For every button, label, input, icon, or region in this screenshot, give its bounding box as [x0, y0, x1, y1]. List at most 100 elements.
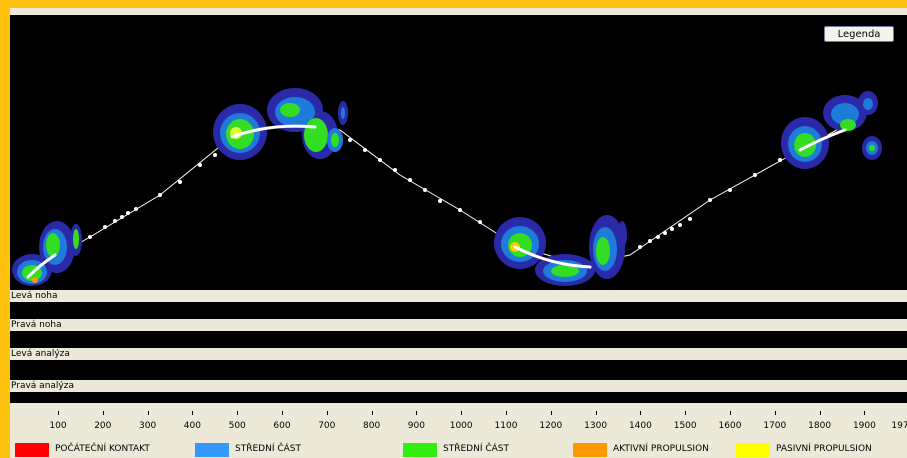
trajectory-dot: [198, 163, 202, 167]
trajectory-dot: [708, 198, 712, 202]
tick-label: 1000: [449, 421, 473, 431]
trajectory-line: [31, 119, 856, 271]
tick-label: 1200: [539, 421, 563, 431]
trajectory-dot: [670, 227, 674, 231]
legend-label: PASIVNÍ PROPULSION: [776, 444, 872, 454]
row-right-foot-track: [10, 331, 907, 348]
tick-label: 400: [183, 421, 201, 431]
tick-mark: [282, 411, 283, 415]
tick-mark: [416, 411, 418, 415]
trajectory-dot: [393, 168, 397, 172]
tick-label: 1100: [494, 421, 518, 431]
trajectory-dot: [753, 173, 757, 177]
legend-swatch: [573, 443, 607, 457]
tick-label: 700: [318, 421, 336, 431]
footprint-1: [12, 221, 82, 286]
trajectory-dot: [423, 188, 427, 192]
trajectory-dot: [120, 215, 124, 219]
tick-mark: [461, 411, 463, 415]
trajectory-dot: [88, 235, 92, 239]
row-left-analysis: Levá analýza: [10, 348, 907, 360]
trajectory-dot: [408, 178, 412, 182]
tick-mark: [819, 411, 821, 415]
tick-mark: [506, 411, 507, 415]
trajectory-dot: [728, 188, 732, 192]
trajectory-dot: [778, 158, 782, 162]
trajectory-dot: [438, 199, 442, 203]
tick-mark: [550, 411, 552, 415]
tick-label: 900: [407, 421, 425, 431]
tick-label: 1300: [584, 421, 608, 431]
tick-mark: [685, 411, 687, 415]
trajectory-dot: [656, 235, 660, 239]
tick-label: 1800: [808, 421, 832, 431]
trajectory-dot: [348, 138, 352, 142]
tick-mark: [774, 411, 776, 415]
trajectory-dot: [688, 217, 692, 221]
legend-swatch: [195, 443, 229, 457]
row-right-foot: Pravá noha: [10, 319, 907, 331]
trajectory-dot: [134, 207, 138, 211]
app-window: Legenda Levá noha Pravá noha Levá analýz…: [10, 8, 907, 458]
legend-swatch: [736, 443, 770, 457]
legend-label: POČÁTEČNÍ KONTAKT: [55, 444, 150, 454]
tick-mark: [237, 411, 239, 415]
tick-mark: [595, 411, 597, 415]
tick-label: 500: [228, 421, 246, 431]
time-axis: 100 200 300 400 500 600 700 800 900 1000 1100 1200 1…: [10, 411, 907, 433]
tick-mark: [192, 411, 194, 415]
tick-label: 1900: [852, 421, 876, 431]
trajectory-dot: [478, 220, 482, 224]
center-of-pressure-paths: [26, 124, 847, 279]
legend-swatch: [403, 443, 437, 457]
tick-mark: [326, 411, 328, 415]
legend-button[interactable]: Legenda: [824, 26, 894, 42]
trajectory-dot: [113, 219, 117, 223]
gait-trajectory: [31, 119, 856, 271]
trajectory-dot: [158, 193, 162, 197]
tick-mark: [58, 411, 59, 415]
trajectory-dot: [648, 239, 652, 243]
phase-legend: POČÁTEČNÍ KONTAKT STŘEDNÍ ČÁST STŘEDNÍ ČÁS…: [10, 441, 907, 458]
trajectory-dot: [178, 180, 182, 184]
row-right-analysis-track: [10, 392, 907, 403]
legend-label: STŘEDNÍ ČÁST: [235, 444, 301, 454]
footprint-2: [213, 88, 348, 160]
tick-mark: [102, 411, 104, 415]
tick-mark: [147, 411, 149, 415]
trajectory-dot: [126, 211, 130, 215]
row-left-foot-track: [10, 302, 907, 319]
trajectory-dot: [378, 158, 382, 162]
tick-mark: [371, 411, 373, 415]
trajectory-dot: [458, 208, 462, 212]
tick-label: 1400: [628, 421, 652, 431]
row-left-foot: Levá noha: [10, 290, 907, 302]
tick-label: 197: [891, 421, 907, 431]
tick-mark: [730, 411, 731, 415]
trajectory-dot: [213, 153, 217, 157]
tick-label: 1600: [718, 421, 742, 431]
row-left-analysis-track: [10, 360, 907, 380]
trajectory-dot: [678, 223, 682, 227]
trajectory-dots: [88, 138, 782, 249]
footprint-4: [781, 91, 882, 169]
tick-label: 600: [273, 421, 291, 431]
footprint-3: [494, 215, 627, 286]
tick-mark: [864, 411, 866, 415]
trajectory-dot: [638, 245, 642, 249]
legend-swatch: [15, 443, 49, 457]
tick-label: 1500: [673, 421, 697, 431]
trajectory-dot: [103, 225, 107, 229]
pressure-plot-canvas[interactable]: Legenda: [10, 15, 907, 297]
tick-mark: [640, 411, 642, 415]
legend-label: STŘEDNÍ ČÁST: [443, 444, 509, 454]
tick-label: 100: [49, 421, 67, 431]
tick-label: 1700: [763, 421, 787, 431]
tick-label: 300: [139, 421, 157, 431]
row-right-analysis: Pravá analýza: [10, 380, 907, 392]
footprint-plot: [12, 88, 882, 286]
legend-label: AKTIVNÍ PROPULSION: [613, 444, 709, 454]
trajectory-dot: [363, 148, 367, 152]
trajectory-dot: [663, 231, 667, 235]
tick-label: 200: [94, 421, 112, 431]
